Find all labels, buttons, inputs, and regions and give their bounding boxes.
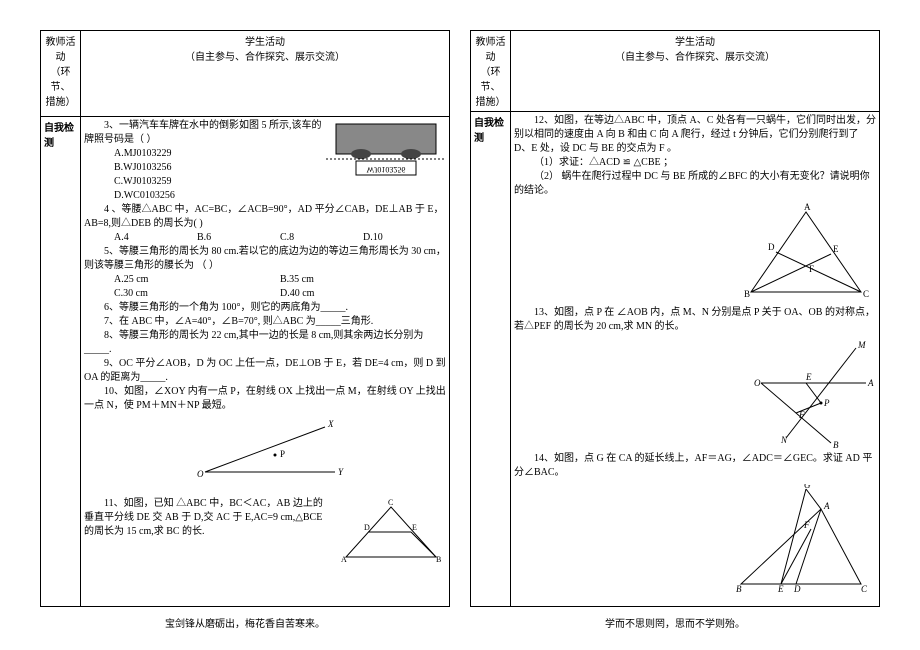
q14-figure: B E D C A F G [726,484,876,594]
header-title: 学生活动 [84,33,446,48]
q7-text: 7、在 ABC 中，∠A=40°，∠B=70°, 则△ABC 为_____三角形… [84,315,446,329]
q3-opt-d: D.WC0103256 [84,189,446,203]
svg-text:Y: Y [338,467,344,477]
q5-opt-b: B.35 cm [280,273,446,287]
side-label-right: 自我检测 [471,111,511,606]
car-reflection-figure: WJ0103256 [326,119,446,189]
svg-text:E: E [412,523,417,532]
q9-text: 9、OC 平分∠AOB，D 为 OC 上任一点，DE⊥OB 于 E，若 DE=4… [84,357,446,385]
right-content: 12、如图，在等边△ABC 中，顶点 A、C 处各有一只蜗牛，它们同时出发，分别… [511,111,880,606]
svg-text:F: F [809,264,814,274]
header-right-col: 学生活动 （自主参与、合作探究、展示交流） [81,31,450,117]
svg-text:B: B [744,289,750,299]
svg-text:B: B [736,584,742,594]
q5-opt-d: D.40 cm [280,287,446,301]
svg-text:C: C [863,289,869,299]
q10-figure: P O X Y [185,417,345,487]
svg-text:O: O [197,469,204,479]
svg-text:F: F [803,520,810,530]
footer-right: 学而不思则罔，思而不学则殆。 [470,615,880,630]
side-label-left: 自我检测 [41,116,81,606]
q12-1: （1）求证：△ACD ≌ △CBE ； [514,156,876,170]
left-table: 教师活动 （环节、 措施） 学生活动 （自主参与、合作探究、展示交流） 自我检测… [40,30,450,607]
svg-text:D: D [793,584,801,594]
q8-text: 8、等腰三角形的周长为 22 cm,其中一边的长是 8 cm,则其余两边长分别为… [84,329,446,357]
header-right-col-r: 学生活动 （自主参与、合作探究、展示交流） [511,31,880,112]
header-sub: （自主参与、合作探究、展示交流） [84,48,446,63]
header-left-text-r: 教师活动 （环节、 措施） [476,37,506,108]
svg-text:P: P [823,398,830,408]
q4-opt-d: D.10 [363,231,446,245]
header-left-col-r: 教师活动 （环节、 措施） [471,31,511,112]
q13-text: 13、如图，点 P 在 ∠AOB 内，点 M、N 分别是点 P 关于 OA、OB… [514,306,876,334]
right-page: 教师活动 （环节、 措施） 学生活动 （自主参与、合作探究、展示交流） 自我检测… [470,30,880,630]
svg-text:O: O [754,378,761,388]
q12-figure: A B C D E F [736,202,876,302]
footer-left: 宝剑锋从磨砺出，梅花香自苦寒来。 [40,615,450,630]
svg-text:G: G [804,484,811,490]
svg-text:C: C [861,584,868,594]
q4-opt-b: B.6 [197,231,280,245]
svg-text:D: D [364,523,370,532]
svg-text:D: D [768,242,775,252]
left-page: 教师活动 （环节、 措施） 学生活动 （自主参与、合作探究、展示交流） 自我检测… [40,30,450,630]
q5-opt-a: A.25 cm [114,273,280,287]
svg-text:E: E [805,372,812,382]
left-content: WJ0103256 3、一辆汽车车牌在水中的倒影如图 5 所示,该车的牌照号码是… [81,116,450,606]
svg-text:A: A [867,378,874,388]
q5-opt-c: C.30 cm [114,287,280,301]
q6-text: 6、等腰三角形的一个角为 100°，则它的两底角为_____. [84,301,446,315]
q11-figure: A B C D E [336,497,446,567]
svg-text:A: A [823,501,830,511]
q4-text: 4 、等腰△ABC 中，AC=BC，∠ACB=90°，AD 平分∠CAB，DE⊥… [84,203,446,231]
q5-text: 5、等腰三角形的周长为 80 cm.若以它的底边为边的等边三角形周长为 30 c… [84,245,446,273]
header-title-r: 学生活动 [514,33,876,48]
header-left-text: 教师活动 （环节、 措施） [46,37,76,108]
svg-text:A: A [341,555,347,564]
svg-text:B: B [833,440,839,448]
header-left-col: 教师活动 （环节、 措施） [41,31,81,117]
svg-text:A: A [804,202,811,212]
q14-text: 14、如图，点 G 在 CA 的延长线上，AF＝AG，∠ADC＝∠GEC。求证 … [514,452,876,480]
q12-text: 12、如图，在等边△ABC 中，顶点 A、C 处各有一只蜗牛，它们同时出发，分别… [514,114,876,156]
svg-text:B: B [436,555,441,564]
svg-text:M: M [857,340,866,350]
svg-text:C: C [388,498,393,507]
svg-text:X: X [327,419,334,429]
q4-opt-a: A.4 [114,231,197,245]
svg-text:E: E [777,584,784,594]
svg-text:P: P [280,449,285,459]
q4-opt-c: C.8 [280,231,363,245]
svg-text:WJ0103256: WJ0103256 [367,165,406,174]
right-table: 教师活动 （环节、 措施） 学生活动 （自主参与、合作探究、展示交流） 自我检测… [470,30,880,607]
svg-text:N: N [780,435,788,445]
q10-text: 10、如图，∠XOY 内有一点 P，在射线 OX 上找出一点 M，在射线 OY … [84,385,446,413]
svg-text:E: E [833,244,839,254]
q12-2: （2） 蜗牛在爬行过程中 DC 与 BE 所成的∠BFC 的大小有无变化？请说明… [514,170,876,198]
q13-figure: O A B M N P E F [746,338,876,448]
header-sub-r: （自主参与、合作探究、展示交流） [514,48,876,63]
